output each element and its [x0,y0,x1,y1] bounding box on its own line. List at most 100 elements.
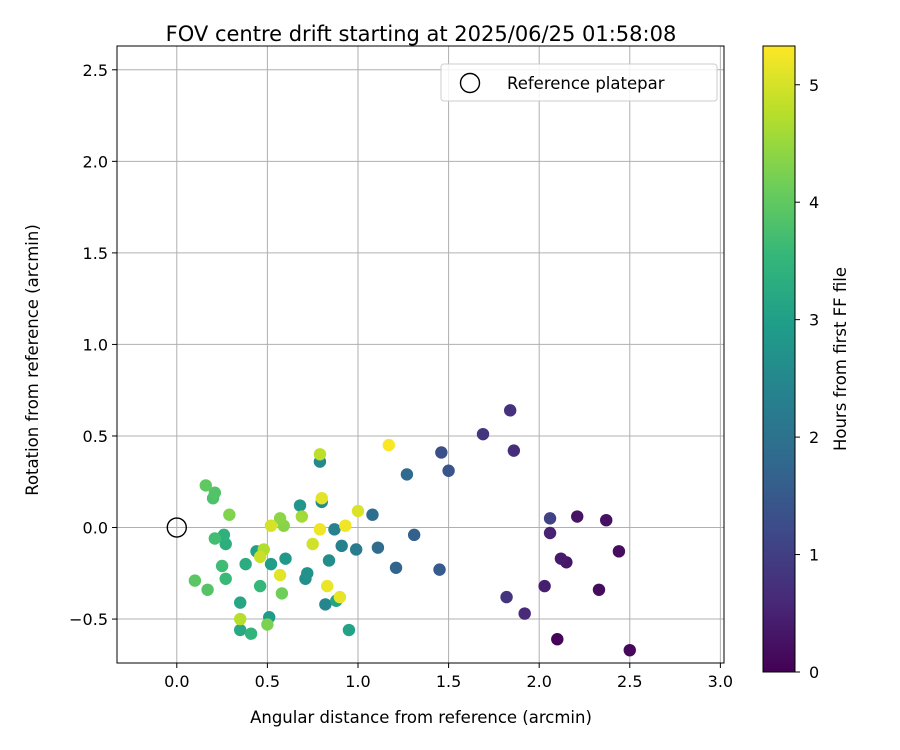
data-point [306,537,319,551]
colorbar-tick-label: 1 [809,546,819,565]
data-point [234,612,247,626]
data-point [518,607,531,620]
data-point [313,523,327,536]
colorbar-tick-label: 5 [809,76,819,95]
reference-marker-layer [166,517,187,538]
y-tick-label: 1.5 [83,244,108,263]
data-point [208,532,222,545]
data-point [500,590,513,604]
y-axis-ticks: −0.5 0.0 0.5 1.0 1.5 2.0 2.5 [69,61,117,629]
data-point [366,508,379,521]
data-point [389,561,403,574]
data-point [244,627,258,640]
data-point [264,557,278,571]
colorbar-ticks: 0 1 2 3 4 5 [795,76,819,682]
colorbar-bar [763,46,795,672]
legend-box [440,63,718,102]
data-point [349,543,363,556]
data-point [333,590,347,604]
data-point [234,596,247,609]
plot-frame [116,45,725,664]
y-tick-label: −0.5 [69,610,108,629]
data-point [239,557,252,571]
x-tick-label: 2.0 [526,672,551,691]
data-point [273,512,287,525]
data-point [507,444,521,457]
data-point [476,427,490,441]
x-tick-label: 1.0 [345,672,370,691]
data-point [315,492,328,505]
x-tick-label: 0.5 [255,672,280,691]
y-tick-label: 2.5 [83,61,108,80]
data-point [319,598,332,611]
data-point [301,567,314,580]
data-point [264,519,278,532]
x-tick-label: 2.5 [617,672,642,691]
data-point [293,499,307,512]
data-point [342,623,356,637]
legend: Reference platepar [440,63,718,102]
colorbar-tick-label: 0 [809,663,819,682]
data-point [612,545,626,558]
chart-title: FOV centre drift starting at 2025/06/25 … [166,22,677,46]
data-point [253,579,267,593]
data-point [371,541,385,554]
data-point [234,623,247,637]
data-point [407,528,421,542]
data-point [339,519,352,532]
data-point [279,552,292,565]
y-axis-label: Rotation from reference (arcmin) [23,224,42,496]
data-point [275,587,289,600]
colorbar-tick-label: 2 [809,428,819,447]
data-point [442,464,455,477]
x-tick-label: 0.0 [164,672,189,691]
data-point [554,552,568,565]
data-point [322,554,336,567]
data-point [543,526,557,540]
colorbar-tick-label: 3 [809,311,819,330]
data-point [503,404,517,417]
data-point [188,574,202,587]
y-tick-label: 0.5 [83,427,108,446]
y-tick-label: 2.0 [83,152,108,171]
colorbar-tick-label: 4 [809,193,819,212]
colorbar-label: Hours from first FF file [831,267,850,451]
x-axis-ticks: 0.0 0.5 1.0 1.5 2.0 2.5 3.0 [164,663,733,691]
data-point [215,559,229,573]
legend-entry-reference: Reference platepar [507,74,665,93]
x-tick-label: 3.0 [708,672,733,691]
data-point [313,448,327,461]
data-point [600,513,613,527]
data-point [382,438,395,452]
data-point [295,510,309,523]
data-point [543,512,557,525]
data-point [433,563,446,576]
data-point [223,508,236,521]
reference-platepar-marker [166,517,187,538]
x-tick-label: 1.5 [436,672,461,691]
data-point [351,504,365,518]
data-point [199,479,212,492]
data-point [253,550,267,564]
data-point [201,583,214,596]
data-point [261,618,274,631]
colorbar-frame [762,45,796,673]
y-tick-label: 1.0 [83,335,108,354]
grid-lines [117,46,724,663]
y-tick-label: 0.0 [83,519,108,538]
data-point [219,572,232,585]
data-point [328,523,341,536]
data-point [435,446,448,459]
data-point [538,579,551,593]
colorbar: 0 1 2 3 4 5 Hours from first FF file [762,45,850,682]
data-point [335,539,348,553]
data-point [551,632,564,646]
legend-marker-icon [459,72,481,94]
data-point [320,579,334,593]
data-point [208,486,222,499]
data-point [273,568,287,582]
data-points [188,404,636,657]
data-point [571,510,584,523]
data-point [592,583,606,596]
